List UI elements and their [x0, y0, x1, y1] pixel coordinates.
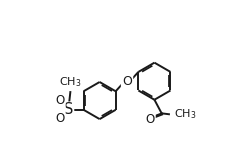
Text: CH$_3$: CH$_3$: [59, 75, 82, 89]
Text: S: S: [64, 102, 73, 117]
Text: O: O: [122, 75, 132, 88]
Text: O: O: [56, 94, 65, 107]
Text: CH$_3$: CH$_3$: [174, 107, 196, 121]
Text: O: O: [146, 113, 155, 126]
Text: O: O: [56, 112, 65, 125]
